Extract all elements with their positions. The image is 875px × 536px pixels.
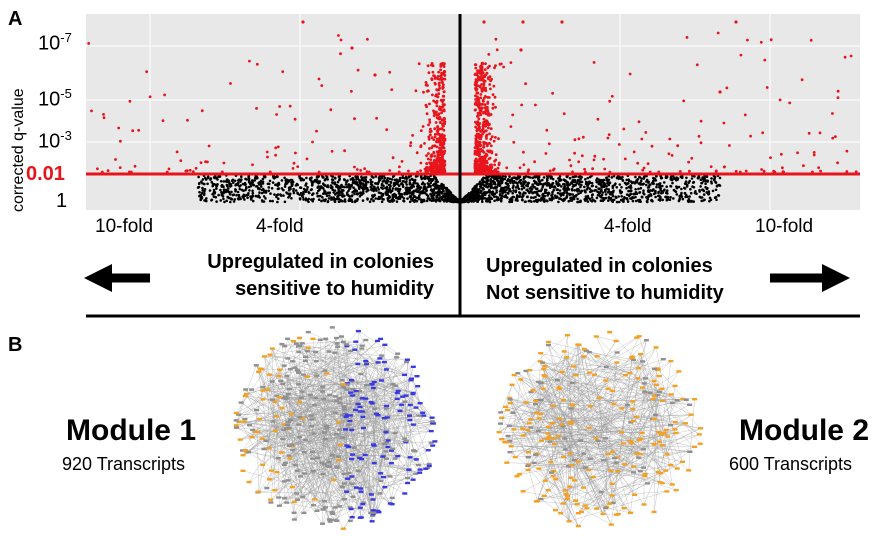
y-tick-1: 1 (56, 190, 68, 212)
fold-label-left-10: 10-fold (95, 216, 154, 237)
module-2-title: Module 2 (739, 414, 870, 447)
right-arrow (770, 264, 850, 292)
panel-letter-a: A (8, 8, 23, 30)
y-tick-1e-7: 10-7 (38, 30, 72, 55)
network-module-1 (233, 326, 438, 530)
threshold-label: 0.01 (26, 163, 65, 185)
fold-label-left-4: 4-fold (256, 216, 304, 237)
data-points (87, 20, 858, 204)
network-module-2 (496, 331, 703, 528)
panel-letter-b: B (8, 334, 23, 356)
left-arrow (84, 264, 150, 292)
y-tick-1e-3: 10-3 (38, 128, 72, 153)
module-1-title: Module 1 (66, 414, 197, 447)
module-1-subtitle: 920 Transcripts (62, 454, 186, 474)
fold-label-right-4: 4-fold (604, 216, 652, 237)
left-upregulated-text: Upregulated in colonies sensitive to hum… (207, 251, 434, 300)
y-tick-1e-5: 10-5 (38, 86, 72, 111)
module-2-subtitle: 600 Transcripts (729, 454, 853, 474)
fold-label-right-10: 10-fold (755, 216, 814, 237)
right-upregulated-text: Upregulated in colonies Not sensitive to… (486, 255, 724, 304)
